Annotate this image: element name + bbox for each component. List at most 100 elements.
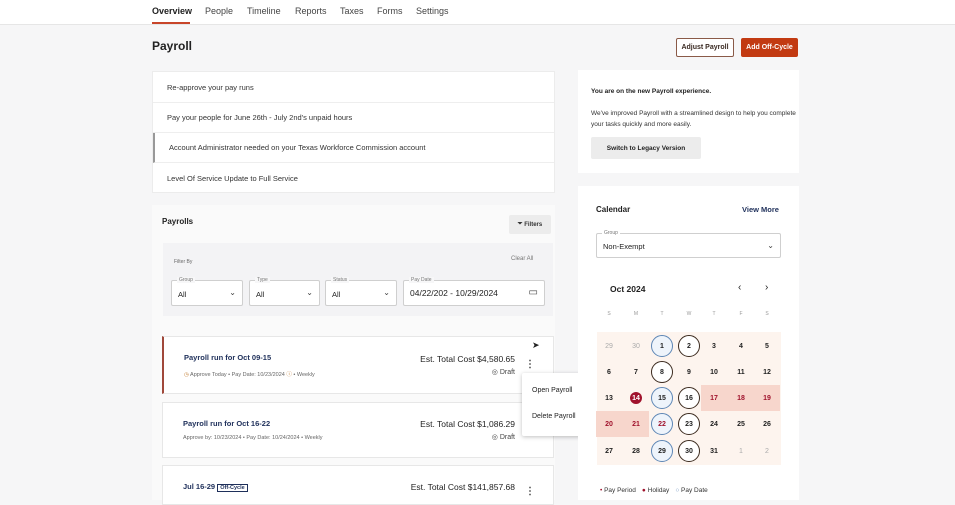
run-name[interactable]: Jul 16-29 Off-Cycle [183, 482, 248, 492]
notice-heading: You are on the new Payroll experience. [591, 88, 712, 95]
weekday-label: M [633, 311, 639, 317]
calendar-day[interactable]: 19 [763, 394, 771, 402]
alert-item[interactable]: Level Of Service Update to Full Service [167, 173, 298, 183]
calendar-month: Oct 2024 [610, 284, 646, 294]
calendar-day[interactable]: 18 [737, 394, 745, 402]
calendar-day[interactable]: 29 [605, 342, 613, 350]
filter-by-label: Filter By [174, 259, 193, 265]
run-name[interactable]: Payroll run for Oct 09-15 [184, 353, 272, 362]
clock-icon: ◷ [184, 372, 189, 378]
mouse-cursor-icon: ➤ [532, 340, 540, 350]
calendar-day[interactable]: 26 [763, 420, 771, 428]
calendar-day[interactable]: 14 [630, 392, 642, 404]
calendar-day[interactable]: 5 [765, 342, 769, 350]
calendar-day[interactable]: 3 [712, 342, 716, 350]
alert-item[interactable]: Account Administrator needed on your Tex… [153, 133, 554, 163]
alert-item[interactable]: Re-approve your pay runs [153, 72, 554, 103]
calendar-day[interactable]: 22 [651, 413, 673, 435]
calendar-day[interactable]: 31 [710, 447, 718, 455]
menu-open-payroll[interactable]: Open Payroll [532, 387, 573, 394]
weekday-label: S [765, 311, 769, 317]
calendar-title: Calendar [596, 205, 631, 214]
calendar-day[interactable]: 21 [632, 420, 640, 428]
more-options-icon[interactable]: ⋮ [525, 486, 535, 497]
prev-month-icon[interactable]: ‹ [738, 282, 742, 293]
calendar-day[interactable]: 20 [605, 420, 613, 428]
alert-item[interactable]: Pay your people for June 26th - July 2nd… [153, 103, 554, 133]
tab-settings[interactable]: Settings [416, 6, 449, 16]
tab-timeline[interactable]: Timeline [247, 6, 281, 16]
calendar-day[interactable]: 10 [710, 368, 718, 376]
alerts-list: Re-approve your pay runs Pay your people… [152, 71, 555, 193]
calendar-day[interactable]: 1 [739, 447, 743, 455]
run-name[interactable]: Payroll run for Oct 16-22 [183, 419, 271, 428]
chevron-down-icon: ⌄ [767, 241, 774, 250]
next-month-icon[interactable]: › [765, 282, 769, 293]
draft-icon: ◎ [491, 369, 500, 376]
payroll-run-card[interactable]: Payroll run for Oct 16-22 Approve by: 10… [162, 402, 554, 458]
field-value: 04/22/202 - 10/29/2024 [410, 288, 498, 298]
calendar-day[interactable]: 4 [739, 342, 743, 350]
calendar-day[interactable]: 25 [737, 420, 745, 428]
chevron-down-icon: ⌄ [306, 288, 313, 297]
calendar-day[interactable]: 13 [605, 394, 613, 402]
calendar-day[interactable]: 7 [634, 368, 638, 376]
calendar-day[interactable]: 2 [678, 335, 700, 357]
calendar-day[interactable]: 9 [687, 368, 691, 376]
info-icon: ⓘ [286, 372, 292, 378]
field-label: Group [602, 230, 620, 236]
pay-date-range-input[interactable]: Pay Date 04/22/202 - 10/29/2024 ▭ [403, 277, 545, 306]
switch-legacy-button[interactable]: Switch to Legacy Version [591, 137, 701, 159]
calendar-day[interactable]: 16 [678, 387, 700, 409]
calendar-day[interactable]: 29 [651, 440, 673, 462]
pay-period-dot-icon: • [600, 487, 605, 494]
calendar-day[interactable]: 15 [651, 387, 673, 409]
field-value: Non-Exempt [603, 242, 645, 251]
payroll-run-card[interactable]: Payroll run for Oct 09-15 ◷ Approve Toda… [162, 336, 554, 394]
status-filter-select[interactable]: Status All ⌄ [325, 277, 397, 306]
calendar-day[interactable]: 8 [651, 361, 673, 383]
calendar-day[interactable]: 24 [710, 420, 718, 428]
field-label: Pay Date [409, 277, 434, 283]
tab-reports[interactable]: Reports [295, 6, 327, 16]
payroll-run-card[interactable]: Jul 16-29 Off-Cycle Est. Total Cost $141… [162, 465, 554, 505]
adjust-payroll-button[interactable]: Adjust Payroll [676, 38, 734, 57]
calendar-day[interactable]: 6 [607, 368, 611, 376]
add-off-cycle-button[interactable]: Add Off-Cycle [741, 38, 798, 57]
calendar-day[interactable]: 30 [678, 440, 700, 462]
calendar-day[interactable]: 1 [651, 335, 673, 357]
field-value: All [256, 290, 265, 299]
off-cycle-badge: Off-Cycle [217, 484, 248, 492]
calendar-day[interactable]: 11 [737, 368, 745, 376]
clear-all-link[interactable]: Clear All [511, 256, 534, 262]
more-options-icon[interactable]: ⋮ [525, 359, 535, 370]
pay-date-text: Pay Date: 10/23/2024 [231, 372, 285, 378]
notice-body: We've improved Payroll with a streamline… [591, 110, 796, 128]
type-filter-select[interactable]: Type All ⌄ [249, 277, 320, 306]
calendar-group-select[interactable]: Group Non-Exempt ⌄ [596, 230, 781, 258]
page-title: Payroll [152, 39, 193, 53]
calendar-day[interactable]: 28 [632, 447, 640, 455]
status-text: Draft [499, 434, 515, 441]
filters-button[interactable]: ⏷ Filters [509, 215, 551, 234]
tab-overview[interactable]: Overview [152, 6, 193, 16]
calendar-day[interactable]: 2 [765, 447, 769, 455]
frequency-text: Weekly [296, 372, 315, 378]
calendar-day[interactable]: 17 [710, 394, 718, 402]
calendar-day[interactable]: 12 [763, 368, 771, 376]
holiday-dot-icon: ● [641, 487, 648, 494]
legend-pay-period: • Pay Period [600, 487, 636, 494]
menu-delete-payroll[interactable]: Delete Payroll [532, 413, 576, 420]
group-filter-select[interactable]: Group All ⌄ [171, 277, 243, 306]
tab-forms[interactable]: Forms [377, 6, 403, 16]
run-meta: ◷ Approve Today • Pay Date: 10/23/2024 ⓘ… [184, 372, 315, 378]
weekday-label: F [739, 311, 743, 317]
calendar-day[interactable]: 23 [678, 413, 700, 435]
tab-people[interactable]: People [205, 6, 234, 16]
calendar-day[interactable]: 30 [632, 342, 640, 350]
calendar-day[interactable]: 27 [605, 447, 613, 455]
view-more-link[interactable]: View More [742, 205, 779, 214]
legend-label: Pay Date [681, 487, 708, 494]
tab-taxes[interactable]: Taxes [340, 6, 364, 16]
calendar-icon[interactable]: ▭ [528, 287, 538, 298]
